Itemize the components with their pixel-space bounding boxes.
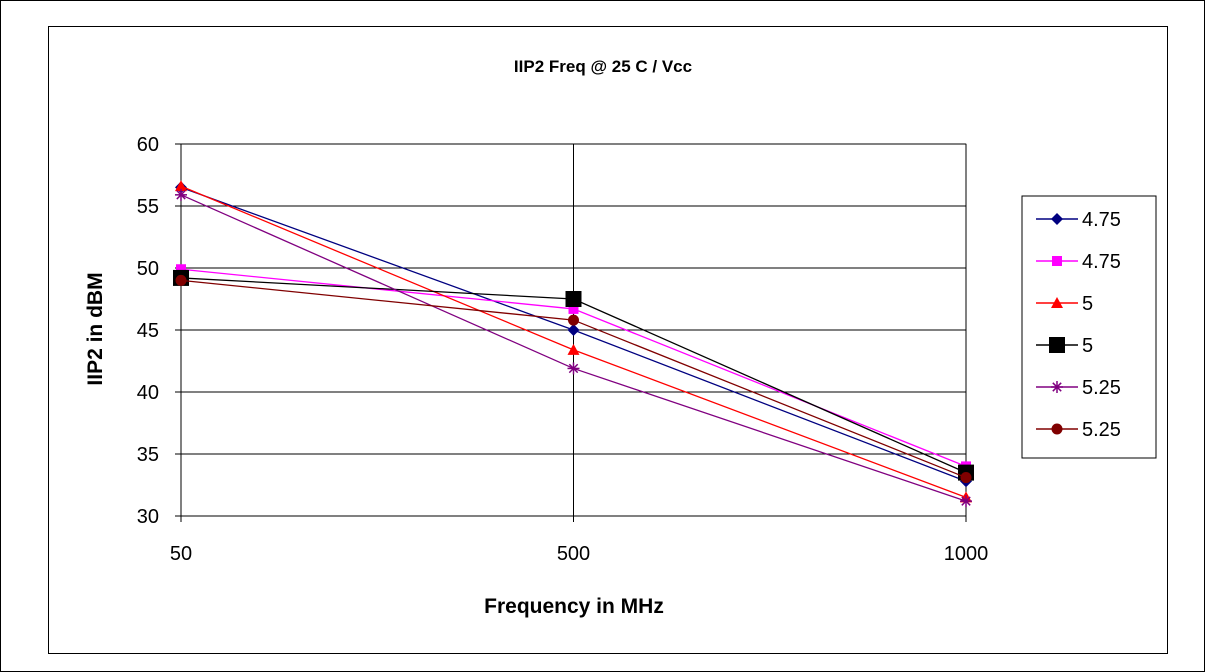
asterisk-stroke (176, 190, 186, 200)
x-tick-label: 50 (170, 543, 192, 565)
legend-label: 5.25 (1082, 377, 1121, 399)
y-tick-label: 50 (137, 258, 159, 280)
y-tick-label: 60 (137, 134, 159, 156)
asterisk-stroke (1052, 382, 1062, 392)
y-tick-label: 30 (137, 506, 159, 528)
chart-title: IIP2 Freq @ 25 C / Vcc (514, 57, 692, 76)
legend-item-5: 5.25 (1036, 377, 1121, 399)
legend-label: 5 (1082, 335, 1093, 357)
legend-item-1: 4.75 (1036, 209, 1121, 231)
series-3-point (175, 180, 187, 192)
asterisk-stroke (568, 363, 579, 374)
legend-marker (1051, 381, 1063, 393)
series-6-point (960, 472, 972, 484)
y-tick-label: 35 (137, 444, 159, 466)
series-3-point (567, 343, 580, 355)
series-5-point (960, 495, 972, 508)
y-tick-label: 55 (137, 196, 159, 218)
legend-item-4: 5 (1036, 335, 1093, 357)
series-2-point (568, 303, 579, 314)
chart-area (48, 26, 1168, 654)
x-axis-label: Frequency in MHz (484, 595, 664, 618)
legend-marker (1051, 423, 1063, 435)
series-6-point (175, 274, 187, 286)
series-6-point (568, 314, 579, 326)
series-2-point (176, 264, 186, 275)
legend-label: 5 (1082, 293, 1093, 315)
legend-marker (1051, 213, 1063, 225)
legend-label: 4.75 (1082, 209, 1121, 231)
series-5-point (175, 188, 187, 201)
series-1-point (567, 324, 580, 336)
legend-box (1021, 195, 1157, 459)
series-5-point (567, 362, 580, 375)
legend-label: 5.25 (1082, 419, 1121, 441)
legend-marker (1052, 256, 1062, 266)
legend-item-2: 4.75 (1036, 251, 1121, 273)
x-tick-label: 500 (557, 543, 590, 565)
legend-marker (1049, 337, 1065, 353)
series-4-point (565, 291, 582, 307)
legend-item-6: 5.25 (1036, 419, 1121, 441)
x-tick-label: 1000 (944, 543, 989, 565)
y-tick-label: 40 (137, 382, 159, 404)
y-tick-label: 45 (137, 320, 159, 342)
y-axis-label: IIP2 in dBM (84, 272, 107, 385)
asterisk-stroke (961, 496, 971, 506)
legend-label: 4.75 (1082, 251, 1121, 273)
legend-marker (1051, 297, 1063, 308)
legend-item-3: 5 (1036, 293, 1093, 315)
